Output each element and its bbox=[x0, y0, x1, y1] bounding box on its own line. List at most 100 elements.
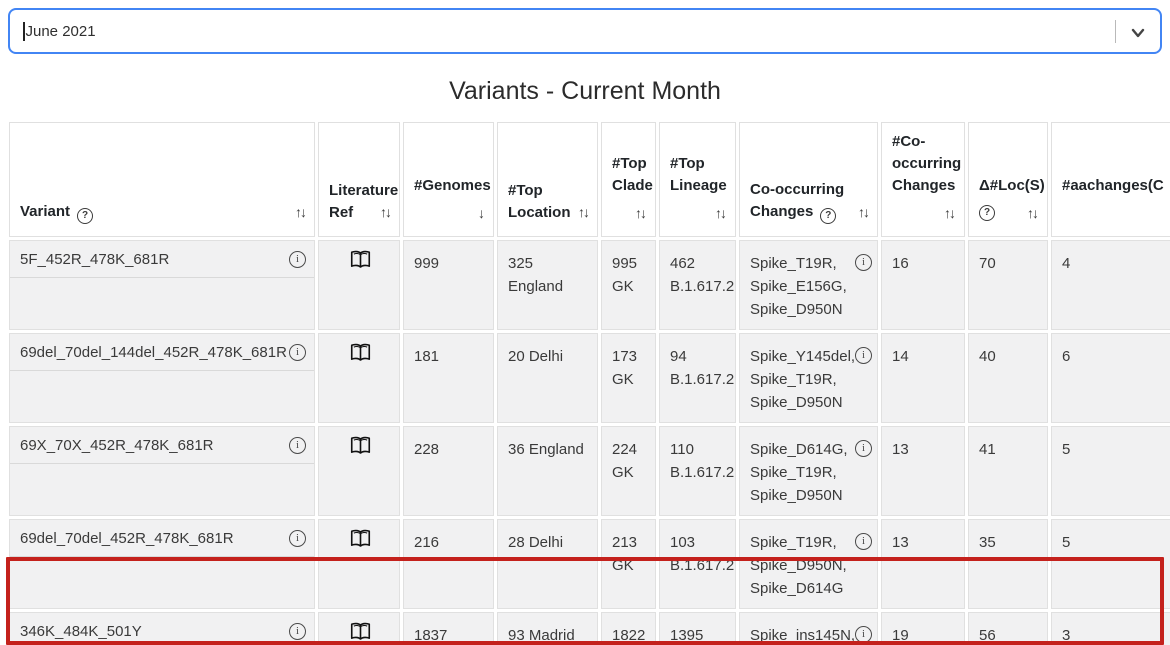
top-location-cell: 36 England bbox=[497, 426, 598, 516]
sort-desc-icon[interactable]: ↓ bbox=[478, 202, 483, 224]
book-icon[interactable] bbox=[349, 622, 372, 645]
info-icon[interactable]: i bbox=[855, 533, 872, 550]
variant-name: 346K_484K_501Y bbox=[20, 620, 142, 643]
text-cursor bbox=[23, 22, 25, 41]
aachanges-cell: 5 bbox=[1051, 519, 1170, 609]
chevron-down-icon[interactable] bbox=[1128, 23, 1148, 48]
top-lineage-cell: 94 B.1.617.2 bbox=[659, 333, 736, 423]
sort-icon[interactable]: ↑↓ bbox=[715, 202, 725, 224]
variant-cell: 5F_452R_478K_681R i bbox=[9, 240, 315, 330]
sort-icon[interactable]: ↑↓ bbox=[1027, 202, 1037, 224]
variant-cell: 69del_70del_144del_452R_478K_681R i bbox=[9, 333, 315, 423]
column-label: #Top Clade bbox=[612, 155, 653, 194]
sort-icon[interactable]: ↑↓ bbox=[858, 201, 868, 223]
month-selector[interactable]: June 2021 bbox=[8, 8, 1162, 54]
variant-box: 69X_70X_452R_478K_681R i bbox=[10, 427, 314, 464]
top-lineage-cell: 110 B.1.617.2 bbox=[659, 426, 736, 516]
variant-name: 69del_70del_452R_478K_681R bbox=[20, 527, 234, 550]
sort-icon[interactable]: ↑↓ bbox=[295, 201, 305, 223]
table-row: 5F_452R_478K_681R i 999 325 England 995 … bbox=[9, 240, 1170, 330]
delta-loc-cell: 56 bbox=[968, 612, 1048, 645]
column-header-aachanges[interactable]: #aachanges(C ↑↓ bbox=[1051, 122, 1170, 237]
top-location-cell: 93 Madrid bbox=[497, 612, 598, 645]
book-icon[interactable] bbox=[349, 343, 372, 370]
top-clade-cell: 224 GK bbox=[601, 426, 656, 516]
top-lineage-cell: 462 B.1.617.2 bbox=[659, 240, 736, 330]
column-header-top-lineage[interactable]: #Top Lineage ↑↓ bbox=[659, 122, 736, 237]
variant-box: 346K_484K_501Y i bbox=[10, 613, 314, 645]
literature-ref-cell bbox=[318, 240, 400, 330]
help-icon[interactable]: ? bbox=[77, 208, 93, 224]
column-label: #Co- occurring Changes bbox=[892, 133, 961, 194]
book-icon[interactable] bbox=[349, 250, 372, 277]
column-header-genomes[interactable]: #Genomes ↓ bbox=[403, 122, 494, 237]
book-icon[interactable] bbox=[349, 529, 372, 556]
column-header-co-occurring[interactable]: Co-occurring Changes? ↑↓ bbox=[739, 122, 878, 237]
column-label: #Top Lineage bbox=[670, 155, 727, 194]
genomes-cell: 1837 bbox=[403, 612, 494, 645]
literature-ref-cell bbox=[318, 333, 400, 423]
literature-ref-cell bbox=[318, 426, 400, 516]
info-icon[interactable]: i bbox=[289, 251, 306, 268]
info-icon[interactable]: i bbox=[289, 344, 306, 361]
info-icon[interactable]: i bbox=[855, 440, 872, 457]
column-header-literature-ref[interactable]: Literature Ref ↑↓ bbox=[318, 122, 400, 237]
column-header-num-co-occurring[interactable]: #Co- occurring Changes ↑↓ bbox=[881, 122, 965, 237]
info-icon[interactable]: i bbox=[289, 437, 306, 454]
literature-ref-cell bbox=[318, 519, 400, 609]
column-label: #Top Location bbox=[508, 182, 571, 221]
top-clade-cell: 995 GK bbox=[601, 240, 656, 330]
delta-loc-cell: 35 bbox=[968, 519, 1048, 609]
co-occurring-list: Spike_ins145N, Spike_Y144T, Spike_P681H bbox=[750, 627, 855, 645]
variant-cell: 69X_70X_452R_478K_681R i bbox=[9, 426, 315, 516]
co-occurring-cell: Spike_ins145N, Spike_Y144T, Spike_P681H … bbox=[739, 612, 878, 645]
genomes-cell: 216 bbox=[403, 519, 494, 609]
genomes-cell: 181 bbox=[403, 333, 494, 423]
column-header-top-location[interactable]: #Top Location ↑↓ bbox=[497, 122, 598, 237]
co-occurring-list: Spike_Y145del, Spike_T19R, Spike_D950N bbox=[750, 348, 855, 411]
num-co-occurring-cell: 14 bbox=[881, 333, 965, 423]
co-occurring-list: Spike_T19R, Spike_E156G, Spike_D950N bbox=[750, 255, 847, 318]
page-title: Variants - Current Month bbox=[0, 76, 1170, 106]
num-co-occurring-cell: 16 bbox=[881, 240, 965, 330]
sort-icon[interactable]: ↑↓ bbox=[380, 201, 390, 223]
variant-cell: 69del_70del_452R_478K_681R i bbox=[9, 519, 315, 609]
column-label: Variant bbox=[20, 203, 70, 220]
genomes-cell: 999 bbox=[403, 240, 494, 330]
variant-name: 5F_452R_478K_681R bbox=[20, 248, 169, 271]
help-icon[interactable]: ? bbox=[979, 205, 995, 221]
top-clade-cell: 1822 GH bbox=[601, 612, 656, 645]
delta-loc-cell: 70 bbox=[968, 240, 1048, 330]
variants-table-wrap: Variant? ↑↓ Literature Ref ↑↓ #Genomes ↓… bbox=[6, 119, 1170, 645]
top-clade-cell: 213 GK bbox=[601, 519, 656, 609]
column-header-variant[interactable]: Variant? ↑↓ bbox=[9, 122, 315, 237]
sort-icon[interactable]: ↑↓ bbox=[944, 202, 954, 224]
top-location-cell: 20 Delhi bbox=[497, 333, 598, 423]
variant-cell: 346K_484K_501Y i bbox=[9, 612, 315, 645]
top-location-cell: 325 England bbox=[497, 240, 598, 330]
top-clade-cell: 173 GK bbox=[601, 333, 656, 423]
variant-name: 69X_70X_452R_478K_681R bbox=[20, 434, 214, 457]
book-icon[interactable] bbox=[349, 436, 372, 463]
help-icon[interactable]: ? bbox=[820, 208, 836, 224]
header-row: Variant? ↑↓ Literature Ref ↑↓ #Genomes ↓… bbox=[9, 122, 1170, 237]
info-icon[interactable]: i bbox=[855, 347, 872, 364]
aachanges-cell: 5 bbox=[1051, 426, 1170, 516]
info-icon[interactable]: i bbox=[855, 626, 872, 643]
variants-table: Variant? ↑↓ Literature Ref ↑↓ #Genomes ↓… bbox=[6, 119, 1170, 645]
delta-loc-cell: 41 bbox=[968, 426, 1048, 516]
info-icon[interactable]: i bbox=[289, 623, 306, 640]
aachanges-cell: 6 bbox=[1051, 333, 1170, 423]
co-occurring-cell: Spike_T19R, Spike_E156G, Spike_D950N i bbox=[739, 240, 878, 330]
sort-icon[interactable]: ↑↓ bbox=[635, 202, 645, 224]
co-occurring-cell: Spike_Y145del, Spike_T19R, Spike_D950N i bbox=[739, 333, 878, 423]
column-header-top-clade[interactable]: #Top Clade ↑↓ bbox=[601, 122, 656, 237]
info-icon[interactable]: i bbox=[855, 254, 872, 271]
month-selector-value: June 2021 bbox=[26, 23, 96, 40]
sort-icon[interactable]: ↑↓ bbox=[578, 201, 588, 223]
info-icon[interactable]: i bbox=[289, 530, 306, 547]
variant-box: 69del_70del_144del_452R_478K_681R i bbox=[10, 334, 314, 371]
genomes-cell: 228 bbox=[403, 426, 494, 516]
combo-divider bbox=[1115, 20, 1116, 43]
column-header-delta-loc[interactable]: Δ#Loc(S) ? ↑↓ bbox=[968, 122, 1048, 237]
